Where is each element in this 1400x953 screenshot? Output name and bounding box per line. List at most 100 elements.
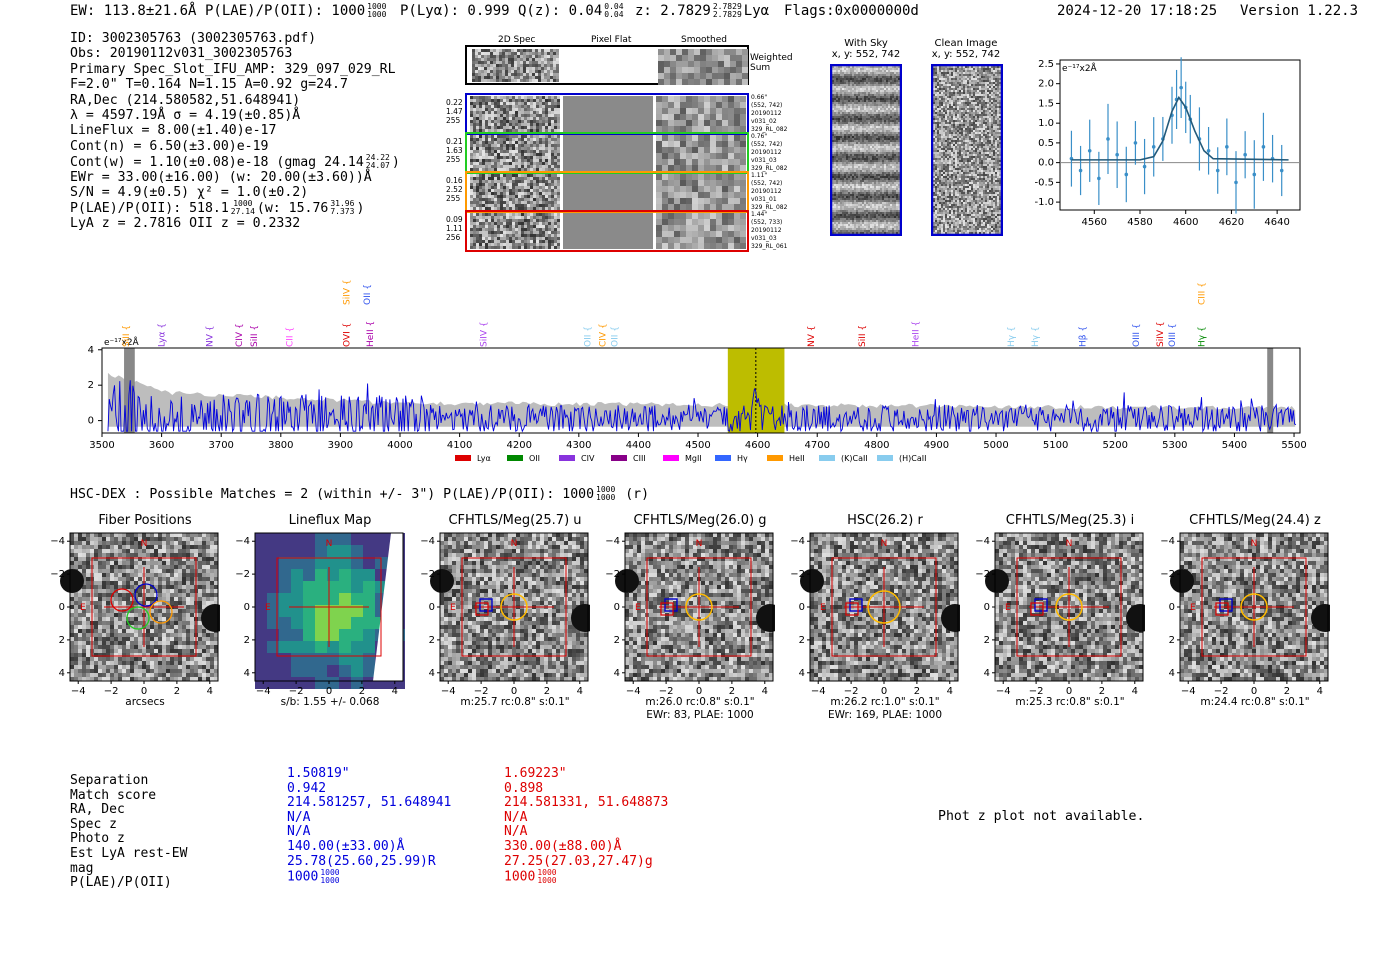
pixel <box>832 118 834 120</box>
pixel <box>508 67 511 70</box>
pixel <box>844 94 846 96</box>
pixel <box>476 99 479 102</box>
pixel <box>734 243 740 249</box>
pixel <box>514 52 517 55</box>
pixel <box>882 138 884 140</box>
pixel <box>888 126 890 128</box>
pixel <box>850 168 852 170</box>
pixel <box>728 114 734 120</box>
pixel <box>479 156 482 159</box>
pixel <box>836 144 838 146</box>
pixel <box>838 202 840 204</box>
pixel <box>493 52 496 55</box>
pixel <box>884 168 886 170</box>
pixel <box>868 160 870 162</box>
pixel <box>832 74 834 76</box>
pixel <box>521 114 524 117</box>
cutout-meta: 0.76" <box>751 133 768 140</box>
pixel <box>852 214 854 216</box>
pixel <box>521 174 524 177</box>
pixel <box>850 72 852 74</box>
pixel <box>870 204 872 206</box>
pixel <box>874 138 876 140</box>
pixel <box>485 225 488 228</box>
pixel <box>866 176 868 178</box>
pixel <box>868 216 870 218</box>
pixel <box>884 72 886 74</box>
pixel <box>512 105 515 108</box>
pixel <box>551 204 554 207</box>
pixel <box>557 177 560 180</box>
pixel <box>494 228 497 231</box>
pixel <box>866 120 868 122</box>
pixel <box>884 162 886 164</box>
pixel <box>680 120 686 126</box>
pixel <box>896 172 898 174</box>
pixel <box>852 116 854 118</box>
pixel <box>868 154 870 156</box>
pixel <box>515 192 518 195</box>
pixel <box>844 112 846 114</box>
pixel <box>870 120 872 122</box>
pixel <box>836 182 838 184</box>
pixel <box>553 70 556 73</box>
pixel <box>524 165 527 168</box>
pixel <box>530 189 533 192</box>
pixel <box>541 79 544 82</box>
pixel <box>724 55 730 61</box>
pixel <box>557 213 560 216</box>
pixel <box>485 96 488 99</box>
pixel <box>535 58 538 61</box>
pixel <box>858 102 860 104</box>
pixel <box>524 207 527 210</box>
pixel <box>850 150 852 152</box>
pixel <box>870 66 872 68</box>
pixel <box>527 246 530 249</box>
pixel <box>880 90 882 92</box>
pixel <box>858 108 860 110</box>
pixel <box>527 96 530 99</box>
pixel <box>892 94 894 96</box>
pixel <box>852 184 854 186</box>
pixel <box>834 220 836 222</box>
pixel <box>858 156 860 158</box>
pixel <box>848 86 850 88</box>
pixel <box>856 154 858 156</box>
pixel <box>494 168 497 171</box>
pixel <box>856 222 858 224</box>
pixel <box>864 214 866 216</box>
pixel <box>542 138 545 141</box>
pixel <box>890 218 892 220</box>
pixel <box>834 150 836 152</box>
pixel <box>862 88 864 90</box>
pixel <box>832 132 834 134</box>
pixel <box>884 172 886 174</box>
pixel <box>892 168 894 170</box>
pixel <box>832 96 834 98</box>
pixel <box>898 176 900 178</box>
pixel <box>894 134 896 136</box>
pixel <box>856 106 858 108</box>
pixel <box>670 49 676 55</box>
pixel <box>876 216 878 218</box>
pixel <box>884 136 886 138</box>
pixel <box>686 225 692 231</box>
pixel <box>485 138 488 141</box>
pixel <box>842 186 844 188</box>
pixel <box>530 219 533 222</box>
pixel <box>876 214 878 216</box>
pixel <box>856 178 858 180</box>
pixel <box>870 148 872 150</box>
pixel <box>860 80 862 82</box>
pixel <box>488 246 491 249</box>
pixel <box>858 136 860 138</box>
pixel <box>518 102 521 105</box>
pixel <box>548 162 551 165</box>
pixel <box>682 79 688 85</box>
pixel <box>854 216 856 218</box>
pixel <box>506 156 509 159</box>
pixel <box>536 180 539 183</box>
pixel <box>662 120 668 126</box>
pixel <box>874 94 876 96</box>
pixel <box>485 162 488 165</box>
